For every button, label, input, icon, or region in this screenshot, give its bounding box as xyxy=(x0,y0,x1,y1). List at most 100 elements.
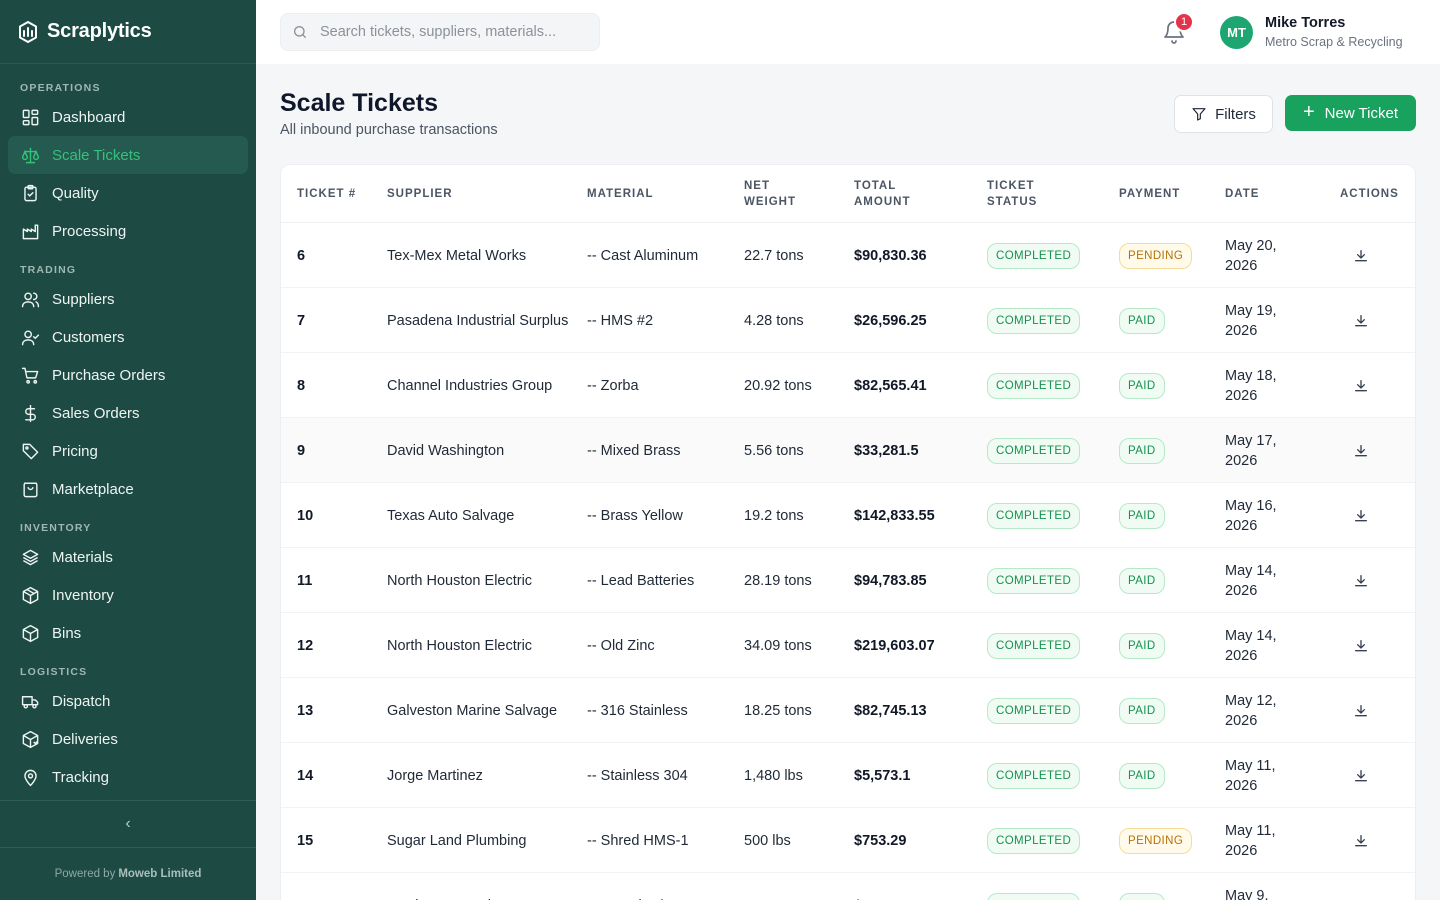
column-header-material[interactable]: MATERIAL xyxy=(587,188,654,200)
filters-button[interactable]: Filters xyxy=(1174,95,1273,133)
ticket-number[interactable]: 6 xyxy=(297,247,306,264)
material-name: -- Stainless 304 xyxy=(587,767,688,784)
ticket-number[interactable]: 15 xyxy=(297,832,314,849)
download-button[interactable] xyxy=(1351,353,1371,418)
user-name[interactable]: Mike Torres xyxy=(1265,15,1346,31)
payment-cell: PAID xyxy=(1119,288,1219,353)
download-button[interactable] xyxy=(1351,483,1371,548)
download-icon xyxy=(1355,834,1367,846)
sidebar-item-marketplace[interactable]: Marketplace xyxy=(8,470,248,508)
table-row[interactable]: 15 Sugar Land Plumbing -- Shred HMS-1 500 l… xyxy=(281,808,1415,873)
table-row[interactable]: 10 Texas Auto Salvage -- Brass Yellow 19.2 … xyxy=(281,483,1415,548)
column-header-ticket[interactable]: TICKET # xyxy=(297,188,357,200)
notification-badge: 1 xyxy=(1174,12,1194,32)
sidebar-item-suppliers[interactable]: Suppliers xyxy=(8,280,248,318)
table-row[interactable]: 13 Galveston Marine Salvage -- 316 Stainle… xyxy=(281,678,1415,743)
table-row[interactable]: 14 Jorge Martinez -- Stainless 304 1,480 lb… xyxy=(281,743,1415,808)
total-amount: $68,782.4 xyxy=(854,873,974,900)
app-logo[interactable]: Scraplytics xyxy=(0,0,256,64)
download-button[interactable] xyxy=(1351,223,1371,288)
plus-icon: + xyxy=(1302,101,1315,123)
payment-cell: PENDING xyxy=(1119,223,1219,288)
sidebar-item-inventory[interactable]: Inventory xyxy=(8,576,248,614)
package-check-icon xyxy=(20,729,40,749)
table-row[interactable]: 8 Channel Industries Group -- Zorba 20.92 t… xyxy=(281,353,1415,418)
ticket-date: May 20, 2026 xyxy=(1225,237,1277,274)
table-row[interactable]: 9 David Washington -- Mixed Brass 5.56 tons… xyxy=(281,418,1415,483)
ticket-number[interactable]: 12 xyxy=(297,637,314,654)
net-weight: 1,480 lbs xyxy=(744,767,803,784)
sidebar-item-label: Pricing xyxy=(52,442,98,460)
status-badge: COMPLETED xyxy=(987,567,1081,594)
scale-icon xyxy=(20,145,40,165)
sidebar-item-pricing[interactable]: Pricing xyxy=(8,432,248,470)
payment-cell: PAID xyxy=(1119,353,1219,418)
sidebar-item-label: Deliveries xyxy=(52,730,118,748)
clipboard-check-icon xyxy=(20,183,40,203)
nav-section-title: LOGISTICS xyxy=(20,666,88,678)
download-button[interactable] xyxy=(1351,808,1371,873)
search-input[interactable] xyxy=(320,24,580,40)
supplier-name: Channel Industries Group xyxy=(387,377,553,394)
ticket-number[interactable]: 11 xyxy=(297,572,313,589)
ticket-number[interactable]: 13 xyxy=(297,702,314,719)
download-button[interactable] xyxy=(1351,548,1371,613)
status-badge: COMPLETED xyxy=(987,307,1081,334)
column-header-ticket-status[interactable]: TICKET STATUS xyxy=(987,180,1038,208)
sidebar-item-customers[interactable]: Customers xyxy=(8,318,248,356)
download-icon xyxy=(1355,509,1367,521)
new-ticket-button[interactable]: + New Ticket xyxy=(1285,95,1416,131)
sidebar-item-processing[interactable]: Processing xyxy=(8,212,248,250)
status-badge: COMPLETED xyxy=(987,762,1081,789)
ticket-number[interactable]: 14 xyxy=(297,767,314,784)
column-header-total-amount[interactable]: TOTAL AMOUNT xyxy=(854,180,911,208)
ticket-number[interactable]: 7 xyxy=(297,312,306,329)
sidebar-item-bins[interactable]: Bins xyxy=(8,614,248,652)
ticket-status-cell: COMPLETED xyxy=(987,548,1107,613)
sidebar-item-purchase-orders[interactable]: Purchase Orders xyxy=(8,356,248,394)
ticket-status-cell: COMPLETED xyxy=(987,678,1107,743)
column-header-supplier[interactable]: SUPPLIER xyxy=(387,188,453,200)
payment-cell: PAID xyxy=(1119,548,1219,613)
ticket-number[interactable]: 16 xyxy=(297,873,377,900)
sidebar-item-materials[interactable]: Materials xyxy=(8,538,248,576)
sidebar-item-dashboard[interactable]: Dashboard xyxy=(8,98,248,136)
sidebar-item-tracking[interactable]: Tracking xyxy=(8,758,248,796)
download-icon xyxy=(1355,379,1367,391)
net-weight: 5.56 tons xyxy=(744,442,804,459)
sidebar-collapse-button[interactable]: ‹ xyxy=(0,800,256,848)
supplier-name: David Washington xyxy=(387,442,505,459)
sidebar-item-dispatch[interactable]: Dispatch xyxy=(8,682,248,720)
ticket-number[interactable]: 9 xyxy=(297,442,306,459)
download-button[interactable] xyxy=(1351,613,1371,678)
download-button[interactable] xyxy=(1351,743,1371,808)
sidebar-item-quality[interactable]: Quality xyxy=(8,174,248,212)
column-header-payment[interactable]: PAYMENT xyxy=(1119,188,1181,200)
new-ticket-label: New Ticket xyxy=(1324,104,1399,122)
table-row[interactable]: 11 North Houston Electric -- Lead Batterie… xyxy=(281,548,1415,613)
table-row[interactable]: 7 Pasadena Industrial Surplus -- HMS #2 4.2… xyxy=(281,288,1415,353)
download-button[interactable] xyxy=(1351,873,1371,900)
ticket-number[interactable]: 10 xyxy=(297,507,314,524)
download-button[interactable] xyxy=(1351,678,1371,743)
download-button[interactable] xyxy=(1351,288,1371,353)
avatar[interactable]: MT xyxy=(1220,16,1253,49)
payment-badge: PAID xyxy=(1119,372,1165,399)
table-row[interactable]: 16 Harris Co. Roads Dept -- EC Wire / Bare… xyxy=(281,873,1415,900)
status-badge: COMPLETED xyxy=(987,437,1081,464)
column-header-date[interactable]: DATE xyxy=(1225,188,1260,200)
sidebar-item-deliveries[interactable]: Deliveries xyxy=(8,720,248,758)
sidebar-item-sales-orders[interactable]: Sales Orders xyxy=(8,394,248,432)
ticket-number[interactable]: 8 xyxy=(297,377,306,394)
download-button[interactable] xyxy=(1351,418,1371,483)
bell-icon[interactable] xyxy=(1162,20,1186,44)
table-row[interactable]: 12 North Houston Electric -- Old Zinc 34.09… xyxy=(281,613,1415,678)
sidebar-item-scale-tickets[interactable]: Scale Tickets xyxy=(8,136,248,174)
status-badge: COMPLETED xyxy=(987,242,1081,269)
search-box[interactable] xyxy=(280,13,600,51)
table-row[interactable]: 6 Tex-Mex Metal Works -- Cast Aluminum 22.7… xyxy=(281,223,1415,288)
supplier-name: Sugar Land Plumbing xyxy=(387,832,527,849)
payment-cell: PAID xyxy=(1119,613,1219,678)
payment-badge: PENDING xyxy=(1119,827,1193,854)
column-header-net-weight[interactable]: NET WEIGHT xyxy=(744,180,796,208)
